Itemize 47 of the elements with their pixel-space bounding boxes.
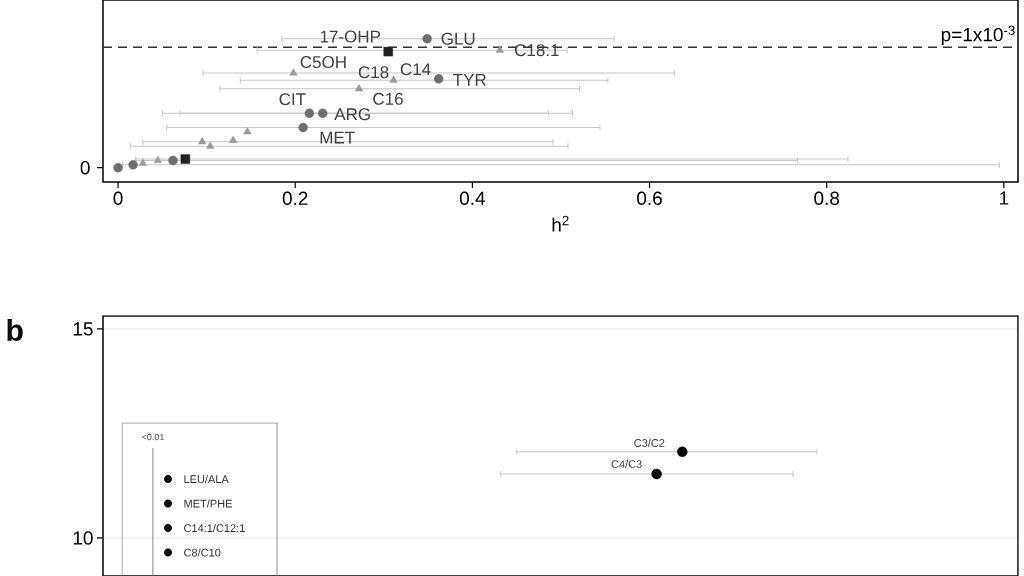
annotation: C4/C3	[611, 459, 642, 469]
chart-title: b	[7, 318, 23, 342]
annotation: GLU	[441, 32, 475, 45]
annotation: ARG	[334, 108, 370, 121]
annotation: MET	[320, 131, 355, 144]
point	[298, 122, 308, 133]
annotation: C5OH	[300, 56, 346, 69]
text: 0	[80, 160, 90, 175]
annotation: CIT	[279, 93, 306, 106]
ref-line-label: p=1x10$^{-3}$	[941, 25, 1015, 46]
x-tick-label: 0	[113, 191, 123, 205]
x-tick-label: 0.4	[459, 191, 486, 205]
annotation: LEU/ALA	[184, 474, 229, 484]
point	[422, 33, 432, 44]
point	[229, 135, 238, 143]
annotation: C14:1/C12:1	[184, 523, 245, 533]
annotation: C14	[400, 63, 431, 76]
annotation: C8/C10	[184, 548, 221, 557]
y-tick-label: 15	[73, 322, 93, 336]
x-tick-label: 0.2	[282, 191, 308, 205]
point	[206, 141, 215, 149]
point	[153, 155, 163, 163]
point	[354, 84, 364, 92]
x-tick-label: 0.6	[637, 191, 662, 205]
annotation: C16	[373, 92, 403, 105]
point	[389, 75, 398, 83]
point	[243, 127, 252, 135]
point	[434, 74, 444, 84]
point	[383, 46, 393, 57]
annotation: 17-OHP	[320, 30, 381, 43]
annotation: TYR	[453, 73, 486, 86]
annotation: <0.01	[142, 433, 164, 441]
annotation: MET/PHE	[184, 499, 232, 508]
point	[289, 68, 298, 76]
point	[304, 108, 315, 118]
x-tick-label: 0.8	[814, 191, 840, 205]
point	[168, 155, 178, 166]
point	[495, 45, 504, 53]
y-tick-label: 10	[73, 531, 93, 545]
point	[317, 108, 328, 118]
x-tick-label: 1	[1000, 191, 1009, 205]
annotation: C18:1	[515, 44, 559, 57]
point	[198, 137, 207, 145]
annotation: C3/C2	[634, 438, 665, 447]
annotation: C18	[358, 66, 389, 79]
point	[180, 154, 191, 164]
x-axis-title: h$^{2}$	[552, 215, 569, 232]
